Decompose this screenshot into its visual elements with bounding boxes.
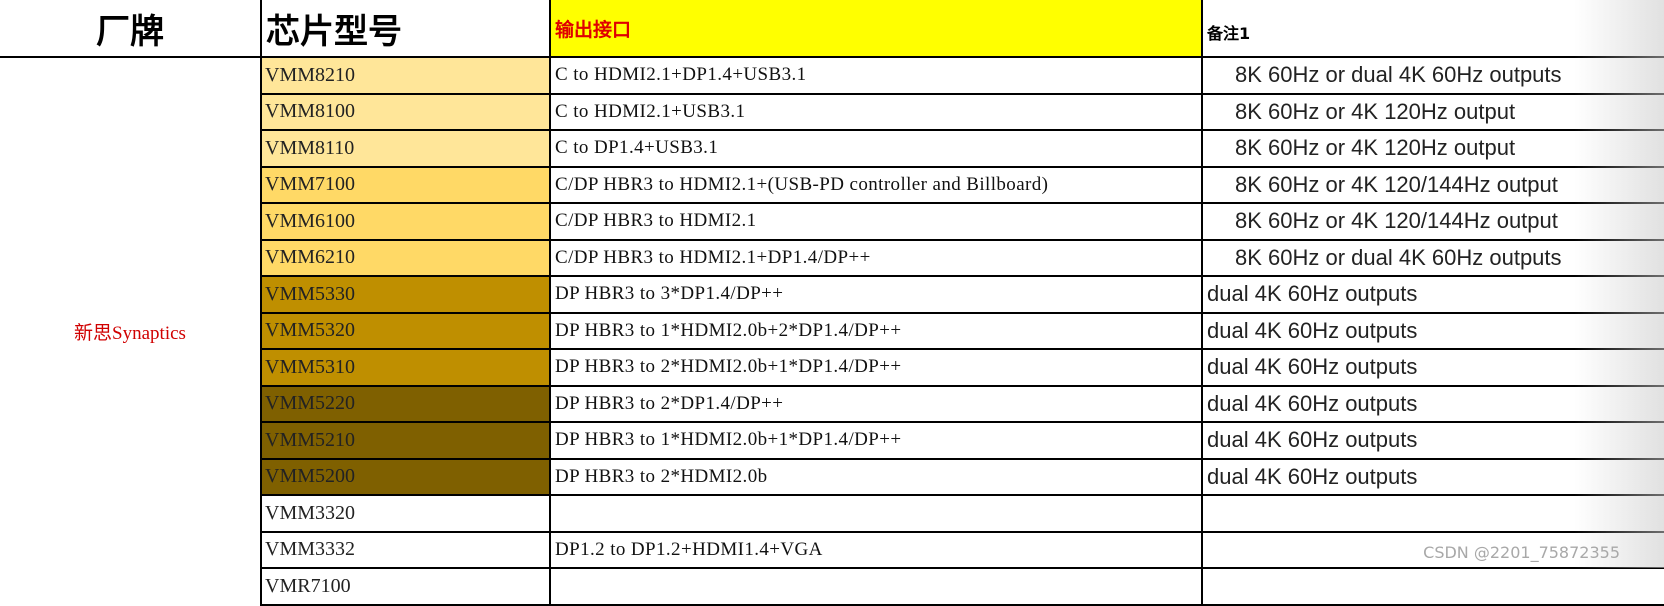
note-cell: 8K 60Hz or 4K 120/144Hz output bbox=[1201, 165, 1664, 204]
model-cell: VMM5310 bbox=[260, 348, 551, 387]
note-cell: dual 4K 60Hz outputs bbox=[1201, 275, 1664, 314]
model-cell: VMM5200 bbox=[260, 457, 551, 496]
note-cell: dual 4K 60Hz outputs bbox=[1201, 311, 1664, 350]
interface-cell: DP HBR3 to 2*DP1.4/DP++ bbox=[549, 384, 1203, 423]
interface-cell bbox=[549, 494, 1203, 533]
model-cell: VMM6100 bbox=[260, 202, 551, 241]
table-row: VMM7100 C/DP HBR3 to HDMI2.1+(USB-PD cont… bbox=[0, 165, 1664, 204]
interface-cell: DP HBR3 to 2*HDMI2.0b+1*DP1.4/DP++ bbox=[549, 348, 1203, 387]
header-note: 备注1 bbox=[1201, 0, 1664, 58]
table-row: 新思Synaptics VMM8210 C to HDMI2.1+DP1.4+USB… bbox=[0, 56, 1664, 605]
note-cell: dual 4K 60Hz outputs bbox=[1201, 457, 1664, 496]
interface-cell: DP HBR3 to 1*HDMI2.0b+1*DP1.4/DP++ bbox=[549, 421, 1203, 460]
interface-cell: C to DP1.4+USB3.1 bbox=[549, 129, 1203, 168]
header-interface: 输出接口 bbox=[549, 0, 1203, 58]
model-cell: VMR7100 bbox=[260, 567, 551, 606]
table-row: VMM5310 DP HBR3 to 2*HDMI2.0b+1*DP1.4/DP+… bbox=[0, 348, 1664, 387]
note-cell: dual 4K 60Hz outputs bbox=[1201, 421, 1664, 460]
note-cell bbox=[1201, 494, 1664, 533]
header-model: 芯片型号 bbox=[260, 0, 551, 58]
model-cell: VMM8110 bbox=[260, 129, 551, 168]
model-cell: VMM7100 bbox=[260, 165, 551, 204]
model-cell: VMM3320 bbox=[260, 494, 551, 533]
header-brand: 厂牌 bbox=[0, 0, 262, 58]
interface-cell: C/DP HBR3 to HDMI2.1+(USB-PD controller … bbox=[549, 165, 1203, 204]
model-cell: VMM5320 bbox=[260, 311, 551, 350]
watermark: CSDN @2201_75872355 bbox=[1423, 543, 1620, 562]
interface-cell: C to HDMI2.1+USB3.1 bbox=[549, 92, 1203, 131]
table-row: VMM5330 DP HBR3 to 3*DP1.4/DP++ dual 4K 60… bbox=[0, 275, 1664, 314]
brand-cell: 新思Synaptics bbox=[0, 57, 262, 605]
note-cell: 8K 60Hz or 4K 120/144Hz output bbox=[1201, 202, 1664, 241]
interface-cell bbox=[549, 567, 1203, 606]
note-cell: dual 4K 60Hz outputs bbox=[1201, 348, 1664, 387]
model-cell: VMM3332 bbox=[260, 530, 551, 569]
interface-cell: C/DP HBR3 to HDMI2.1+DP1.4/DP++ bbox=[549, 238, 1203, 277]
note-cell: dual 4K 60Hz outputs bbox=[1201, 384, 1664, 423]
model-cell: VMM5330 bbox=[260, 275, 551, 314]
note-cell: 8K 60Hz or dual 4K 60Hz outputs bbox=[1201, 56, 1664, 95]
interface-cell: C to HDMI2.1+DP1.4+USB3.1 bbox=[549, 56, 1203, 95]
note-cell bbox=[1201, 567, 1664, 606]
table-row: VMM5200 DP HBR3 to 2*HDMI2.0b dual 4K 60Hz… bbox=[0, 457, 1664, 496]
table-row: VMM8100 C to HDMI2.1+USB3.1 8K 60Hz or 4K … bbox=[0, 92, 1664, 131]
model-cell: VMM8210 bbox=[260, 56, 551, 95]
table-row: VMM5220 DP HBR3 to 2*DP1.4/DP++ dual 4K 60… bbox=[0, 384, 1664, 423]
header-row: 厂牌 芯片型号 输出接口 备注1 bbox=[0, 0, 1664, 58]
model-cell: VMM5210 bbox=[260, 421, 551, 460]
note-cell: 8K 60Hz or 4K 120Hz output bbox=[1201, 92, 1664, 131]
table-row: VMM5320 DP HBR3 to 1*HDMI2.0b+2*DP1.4/DP+… bbox=[0, 311, 1664, 350]
interface-cell: C/DP HBR3 to HDMI2.1 bbox=[549, 202, 1203, 241]
model-cell: VMM8100 bbox=[260, 92, 551, 131]
note-cell: 8K 60Hz or 4K 120Hz output bbox=[1201, 129, 1664, 168]
table-row: VMM6210 C/DP HBR3 to HDMI2.1+DP1.4/DP++ 8K… bbox=[0, 238, 1664, 277]
interface-cell: DP1.2 to DP1.2+HDMI1.4+VGA bbox=[549, 530, 1203, 569]
interface-cell: DP HBR3 to 2*HDMI2.0b bbox=[549, 457, 1203, 496]
model-cell: VMM5220 bbox=[260, 384, 551, 423]
note-cell: 8K 60Hz or dual 4K 60Hz outputs bbox=[1201, 238, 1664, 277]
model-cell: VMM6210 bbox=[260, 238, 551, 277]
interface-cell: DP HBR3 to 1*HDMI2.0b+2*DP1.4/DP++ bbox=[549, 311, 1203, 350]
interface-cell: DP HBR3 to 3*DP1.4/DP++ bbox=[549, 275, 1203, 314]
